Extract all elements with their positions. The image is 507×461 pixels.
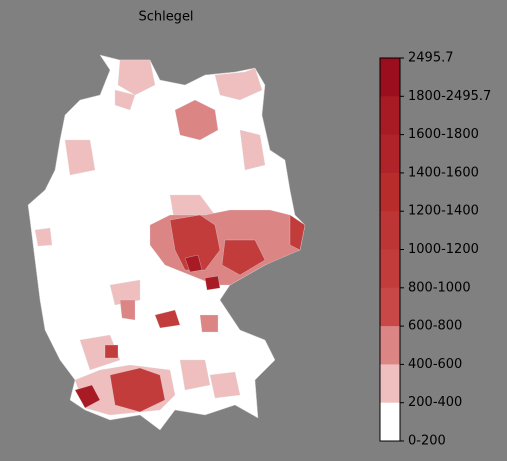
- map-title: Schlegel: [138, 10, 193, 25]
- colorbar-band: [380, 58, 400, 97]
- colorbar-label: 800-1000: [408, 280, 471, 295]
- colorbar-band: [380, 287, 400, 327]
- region: [109, 367, 166, 413]
- region: [221, 239, 266, 276]
- region: [64, 139, 96, 176]
- colorbar-label: 0-200: [408, 434, 446, 449]
- region: [34, 227, 53, 247]
- colorbar-label: 400-600: [408, 357, 462, 372]
- colorbar-label: 1600-1800: [408, 127, 479, 142]
- region: [289, 214, 306, 251]
- colorbar-label: 2495.7: [408, 51, 454, 66]
- region: [239, 129, 266, 171]
- colorbar-label: 1000-1200: [408, 242, 479, 257]
- region: [117, 59, 156, 96]
- colorbar-band: [380, 249, 400, 289]
- germany-map: [27, 54, 306, 431]
- colorbar-label: 1800-2495.7: [408, 89, 491, 104]
- colorbar-band: [380, 326, 400, 365]
- colorbar-label: 1400-1600: [408, 165, 479, 180]
- region: [119, 299, 136, 321]
- region: [104, 344, 119, 359]
- region: [179, 359, 211, 391]
- region: [204, 275, 221, 291]
- region: [199, 314, 219, 333]
- colorbar-band: [380, 211, 400, 250]
- region: [109, 279, 141, 306]
- region: [184, 254, 203, 273]
- region: [154, 309, 181, 329]
- colorbar-label: 1200-1400: [408, 204, 479, 219]
- colorbar-label: 600-800: [408, 319, 462, 334]
- colorbar-label: 200-400: [408, 395, 462, 410]
- colorbar-band: [380, 364, 400, 404]
- region: [209, 371, 241, 399]
- colorbar-band: [380, 402, 400, 442]
- region: [169, 214, 221, 271]
- region: [114, 89, 136, 111]
- colorbar-band: [380, 134, 400, 174]
- colorbar-band: [380, 172, 400, 212]
- colorbar: 2495.7 1800-2495.7 1600-1800 1400-1600 1200-…: [379, 51, 491, 449]
- colorbar-band: [380, 96, 400, 136]
- region: [174, 99, 219, 141]
- region: [74, 384, 101, 409]
- region: [214, 67, 263, 101]
- region: [79, 334, 121, 371]
